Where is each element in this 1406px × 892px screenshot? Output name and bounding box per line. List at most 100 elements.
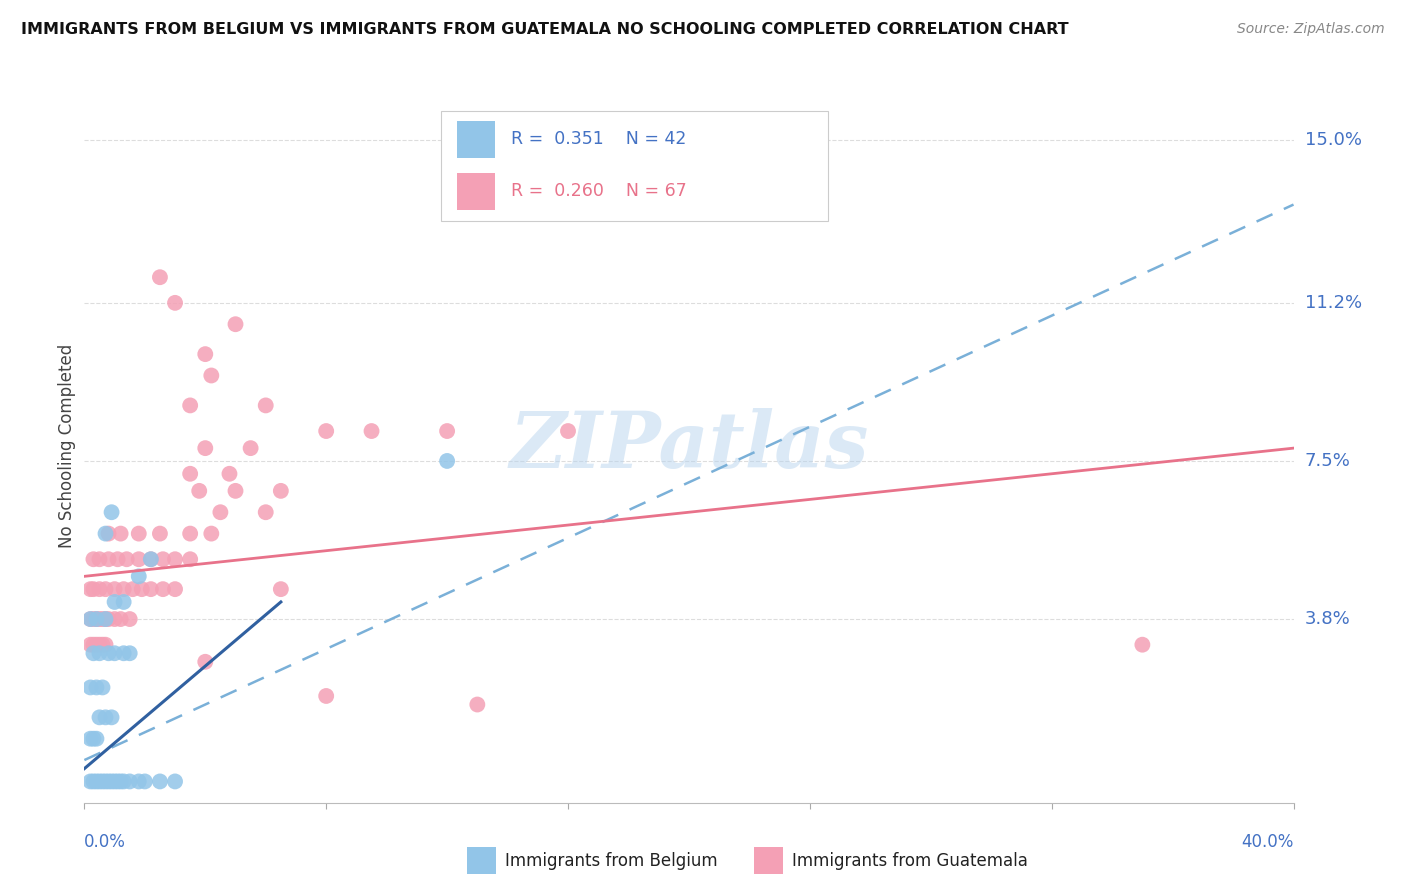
Point xyxy=(152,582,174,596)
Point xyxy=(94,774,117,789)
Text: 15.0%: 15.0% xyxy=(1305,131,1361,150)
Point xyxy=(91,774,114,789)
Point xyxy=(315,424,337,438)
Point xyxy=(1130,638,1153,652)
Point xyxy=(557,424,579,438)
Point xyxy=(94,582,117,596)
Point xyxy=(149,270,172,285)
Point xyxy=(149,526,172,541)
Point xyxy=(91,638,114,652)
Point xyxy=(188,483,211,498)
Point xyxy=(152,552,174,566)
Point xyxy=(121,582,143,596)
Point xyxy=(179,526,201,541)
Point xyxy=(86,612,108,626)
Point xyxy=(163,296,186,310)
Point xyxy=(134,774,156,789)
Point xyxy=(82,582,104,596)
Point xyxy=(82,552,104,566)
Point xyxy=(89,582,111,596)
Point xyxy=(139,552,162,566)
Point xyxy=(107,774,129,789)
Point xyxy=(86,681,108,695)
Point xyxy=(128,552,150,566)
Point xyxy=(94,710,117,724)
Point xyxy=(86,731,108,746)
Text: 40.0%: 40.0% xyxy=(1241,833,1294,851)
Text: IMMIGRANTS FROM BELGIUM VS IMMIGRANTS FROM GUATEMALA NO SCHOOLING COMPLETED CORR: IMMIGRANTS FROM BELGIUM VS IMMIGRANTS FR… xyxy=(21,22,1069,37)
Point xyxy=(94,526,117,541)
Point xyxy=(225,317,247,331)
Point xyxy=(239,441,262,455)
Text: 11.2%: 11.2% xyxy=(1305,293,1362,312)
Point xyxy=(94,612,117,626)
Point xyxy=(118,774,141,789)
Point xyxy=(82,774,104,789)
Point xyxy=(118,612,141,626)
Point xyxy=(112,582,135,596)
Point xyxy=(139,552,162,566)
Point xyxy=(315,689,337,703)
Point xyxy=(194,655,217,669)
Text: Immigrants from Guatemala: Immigrants from Guatemala xyxy=(792,852,1028,870)
Point xyxy=(104,595,127,609)
Point xyxy=(97,552,120,566)
Point xyxy=(131,582,153,596)
Point xyxy=(104,774,127,789)
Point xyxy=(89,638,111,652)
Point xyxy=(200,368,222,383)
Point xyxy=(97,646,120,660)
Point xyxy=(97,526,120,541)
Text: Immigrants from Belgium: Immigrants from Belgium xyxy=(505,852,717,870)
Point xyxy=(270,483,292,498)
Point xyxy=(89,646,111,660)
Point xyxy=(97,774,120,789)
Point xyxy=(163,552,186,566)
Point xyxy=(97,612,120,626)
Point xyxy=(82,646,104,660)
Point xyxy=(110,612,132,626)
Point xyxy=(209,505,232,519)
Point xyxy=(82,731,104,746)
Point xyxy=(82,638,104,652)
Point xyxy=(89,612,111,626)
Point xyxy=(104,582,127,596)
Point xyxy=(94,612,117,626)
Point xyxy=(104,646,127,660)
Point xyxy=(128,774,150,789)
Point xyxy=(194,347,217,361)
Text: 0.0%: 0.0% xyxy=(84,833,127,851)
Point xyxy=(254,505,277,519)
Point xyxy=(115,552,138,566)
Point xyxy=(79,774,101,789)
Point xyxy=(100,774,122,789)
Point xyxy=(179,398,201,412)
Point xyxy=(107,552,129,566)
Text: 3.8%: 3.8% xyxy=(1305,610,1350,628)
Text: Source: ZipAtlas.com: Source: ZipAtlas.com xyxy=(1237,22,1385,37)
Bar xyxy=(467,847,496,874)
Point xyxy=(270,582,292,596)
Y-axis label: No Schooling Completed: No Schooling Completed xyxy=(58,344,76,548)
Point xyxy=(225,483,247,498)
Point xyxy=(467,698,489,712)
Point xyxy=(91,681,114,695)
Point xyxy=(139,582,162,596)
Point xyxy=(163,774,186,789)
Point xyxy=(89,710,111,724)
Point xyxy=(436,454,458,468)
Point xyxy=(79,731,101,746)
Point xyxy=(86,774,108,789)
Bar xyxy=(754,847,783,874)
Text: ZIPatlas: ZIPatlas xyxy=(509,408,869,484)
Point xyxy=(91,612,114,626)
Point xyxy=(89,552,111,566)
Point xyxy=(254,398,277,412)
Point xyxy=(112,646,135,660)
Point xyxy=(100,505,122,519)
Point xyxy=(360,424,382,438)
Point xyxy=(110,774,132,789)
Point xyxy=(100,710,122,724)
Point xyxy=(86,638,108,652)
Point xyxy=(179,552,201,566)
